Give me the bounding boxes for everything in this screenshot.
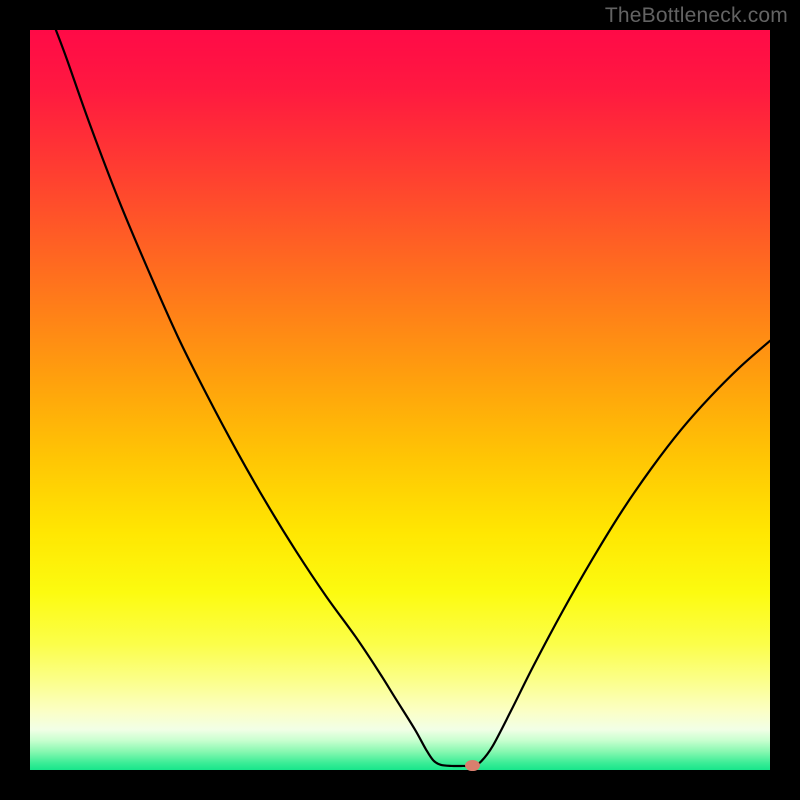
plot-area	[30, 30, 770, 770]
watermark-text: TheBottleneck.com	[605, 4, 788, 28]
bottleneck-chart	[0, 0, 800, 800]
optimal-point-marker	[465, 760, 480, 771]
chart-container: TheBottleneck.com	[0, 0, 800, 800]
